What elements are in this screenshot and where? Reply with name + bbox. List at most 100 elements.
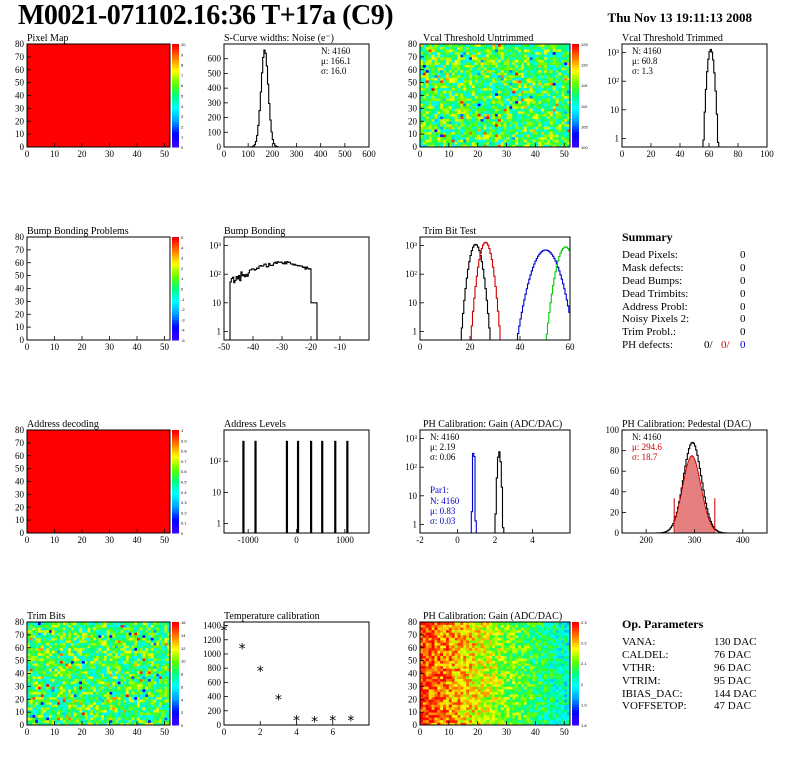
heatmap-cell [445,82,450,86]
heatmap-cell [428,688,432,692]
heatmap-cell [126,652,130,656]
heatmap-cell [38,632,42,636]
heatmap-cell [526,80,531,84]
heatmap-cell [480,95,484,99]
colorscale-band [172,280,179,284]
heatmap-cell [428,647,432,651]
heatmap-cell [87,691,91,695]
colorscale-band [172,701,179,705]
heatmap-cell [437,110,441,114]
heatmap-cell [79,709,83,713]
heatmap-cell [495,139,499,143]
heatmap-cell [440,108,444,112]
heatmap-cell [440,110,444,114]
heatmap-cell [451,98,456,102]
x-tick-label: 200 [266,149,280,159]
heatmap-cell [137,627,141,631]
heatmap-cell [463,98,467,102]
heatmap-cell [145,683,149,687]
heatmap-cell [29,670,33,674]
heatmap-cell [65,660,69,664]
heatmap-cell [120,663,124,667]
heatmap-cell [448,105,453,109]
heatmap-cell [434,131,438,135]
heatmap-cell [93,632,97,636]
heatmap-cell [137,634,141,638]
heatmap-cell [87,706,91,710]
heatmap-cell [126,629,130,633]
heatmap-cell [549,72,554,76]
heatmap-cell [425,90,430,94]
y-tick-label: 300 [208,98,222,108]
heatmap-cell [558,82,562,86]
heatmap-cell [57,655,61,659]
heatmap-cell [117,696,121,700]
heatmap-cell [137,694,141,698]
heatmap-cell [128,670,132,674]
heatmap-cell [167,688,171,692]
heatmap-cell [532,72,536,76]
heatmap-cell [120,686,124,690]
heatmap-cell [564,100,568,104]
heatmap-cell [106,665,110,669]
heatmap-cell [123,686,127,690]
heatmap-cell [167,634,171,638]
heatmap-cell [431,67,435,71]
x-tick-label: 40 [133,535,143,545]
heatmap-cell [437,85,441,89]
heatmap-cell [451,90,456,94]
heatmap-cell [425,134,430,138]
heatmap-cell [492,139,496,143]
heatmap-cell [95,650,99,654]
heatmap-cell [93,712,97,716]
heatmap-cell [471,87,476,91]
heatmap-cell [526,46,531,50]
x-tick-label: 400 [314,149,328,159]
heatmap-cell [93,660,97,664]
heatmap-cell [451,139,456,143]
heatmap-cell [156,645,160,649]
heatmap-cell [164,627,168,631]
heatmap-cell [546,85,551,89]
heatmap-cell [73,632,77,636]
heatmap-cell [159,704,163,708]
colorscale-tick: 0.3 [181,500,187,505]
heatmap-cell [150,678,154,682]
heatmap-cell [454,59,458,63]
heatmap-cell [541,126,545,130]
y-tick-label: 10 [212,487,222,497]
colorscale-band [172,56,179,60]
heatmap-cell [422,54,427,58]
heatmap-cell [538,69,542,73]
heatmap-cell [139,673,143,677]
heatmap-cell [68,637,72,641]
heatmap-cell [422,80,427,84]
heatmap-cell [509,141,513,145]
heatmap-cell [445,64,450,68]
heatmap-cell [526,64,531,68]
heatmap-cell [538,72,542,76]
heatmap-cell [73,704,77,708]
heatmap-cell [40,634,44,638]
x-tick-label: 40 [676,149,686,159]
heatmap-cell [564,134,568,138]
heatmap-cell [471,49,476,53]
heatmap-cell [164,714,168,718]
heatmap-cell [469,67,473,71]
heatmap-cell [123,673,127,677]
heatmap-cell [457,131,461,135]
heatmap-cell [49,681,53,685]
heatmap-cell [68,709,72,713]
heatmap-cell [115,678,119,682]
heatmap-cell [564,87,568,91]
heatmap-cell [156,622,160,625]
heatmap-cell [79,683,83,687]
heatmap-cell [420,663,424,667]
heatmap-cell [445,123,450,127]
heatmap-cell [54,686,58,690]
heatmap-cell [451,82,456,86]
heatmap-cell [443,95,447,99]
heatmap-cell [454,44,458,47]
heatmap-cell [477,72,481,76]
heatmap-cell [512,85,516,89]
